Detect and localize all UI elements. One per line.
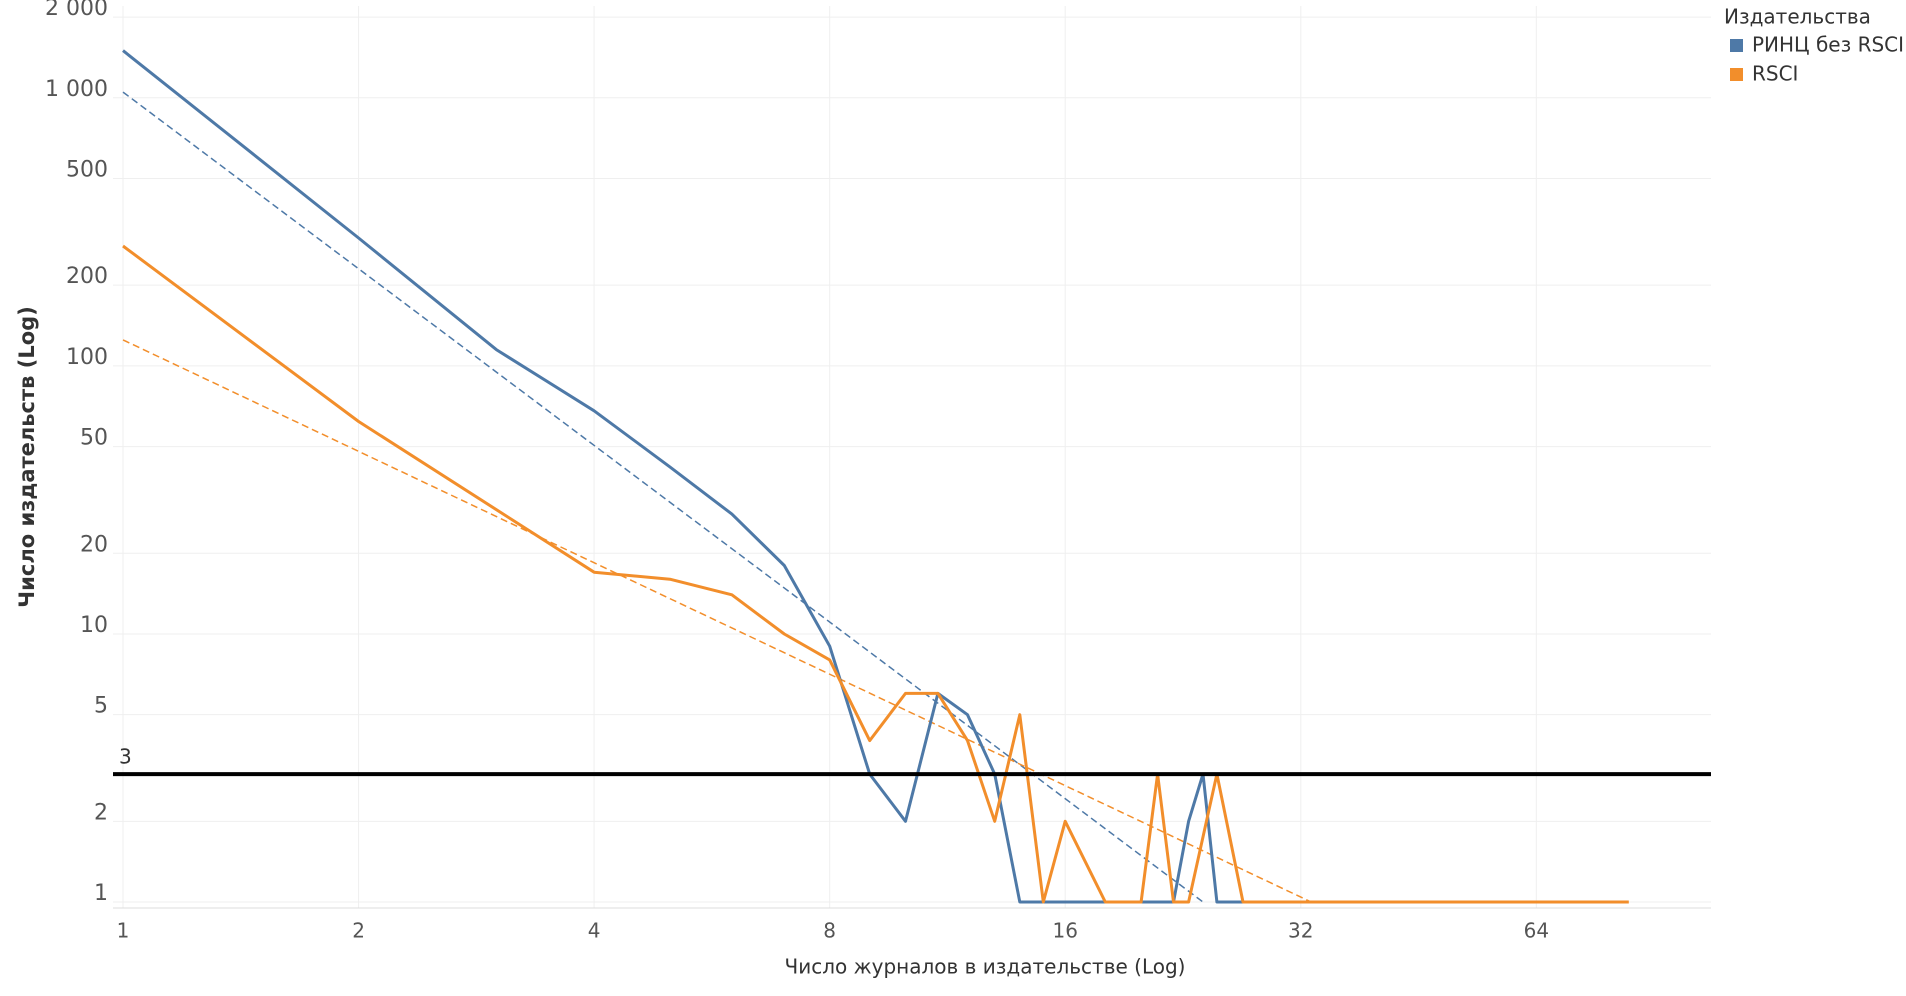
y-tick-label: 200 <box>66 264 108 289</box>
y-tick-label: 500 <box>66 157 108 182</box>
reference-label: 3 <box>119 745 132 769</box>
x-tick-label: 1 <box>117 919 130 943</box>
y-tick-label: 5 <box>94 694 108 719</box>
legend-label: РИНЦ без RSCI <box>1752 33 1904 57</box>
y-tick-label: 20 <box>80 532 108 557</box>
legend-swatch <box>1730 39 1743 52</box>
y-tick-label: 10 <box>80 613 108 638</box>
legend-swatch <box>1730 68 1743 81</box>
x-axis-title: Число журналов в издательстве (Log) <box>785 955 1186 979</box>
y-tick-label: 100 <box>66 345 108 370</box>
y-tick-label: 1 <box>94 881 108 906</box>
series-line <box>122 49 1377 904</box>
y-tick-label: 2 000 <box>45 0 108 21</box>
y-tick-label: 2 <box>94 800 108 825</box>
y-tick-label: 1 000 <box>45 77 108 102</box>
trend-line <box>122 339 1312 903</box>
trend-line <box>122 91 1204 903</box>
series-line <box>122 244 1629 904</box>
x-tick-label: 8 <box>823 919 836 943</box>
x-tick-label: 2 <box>352 919 365 943</box>
y-tick-label: 50 <box>80 426 108 451</box>
y-axis-title: Число издательств (Log) <box>15 306 39 608</box>
legend-label: RSCI <box>1752 62 1798 86</box>
legend-title: Издательства <box>1724 5 1871 29</box>
x-tick-label: 32 <box>1288 919 1313 943</box>
x-tick-label: 64 <box>1524 919 1549 943</box>
x-tick-label: 4 <box>588 919 601 943</box>
x-tick-label: 16 <box>1053 919 1078 943</box>
